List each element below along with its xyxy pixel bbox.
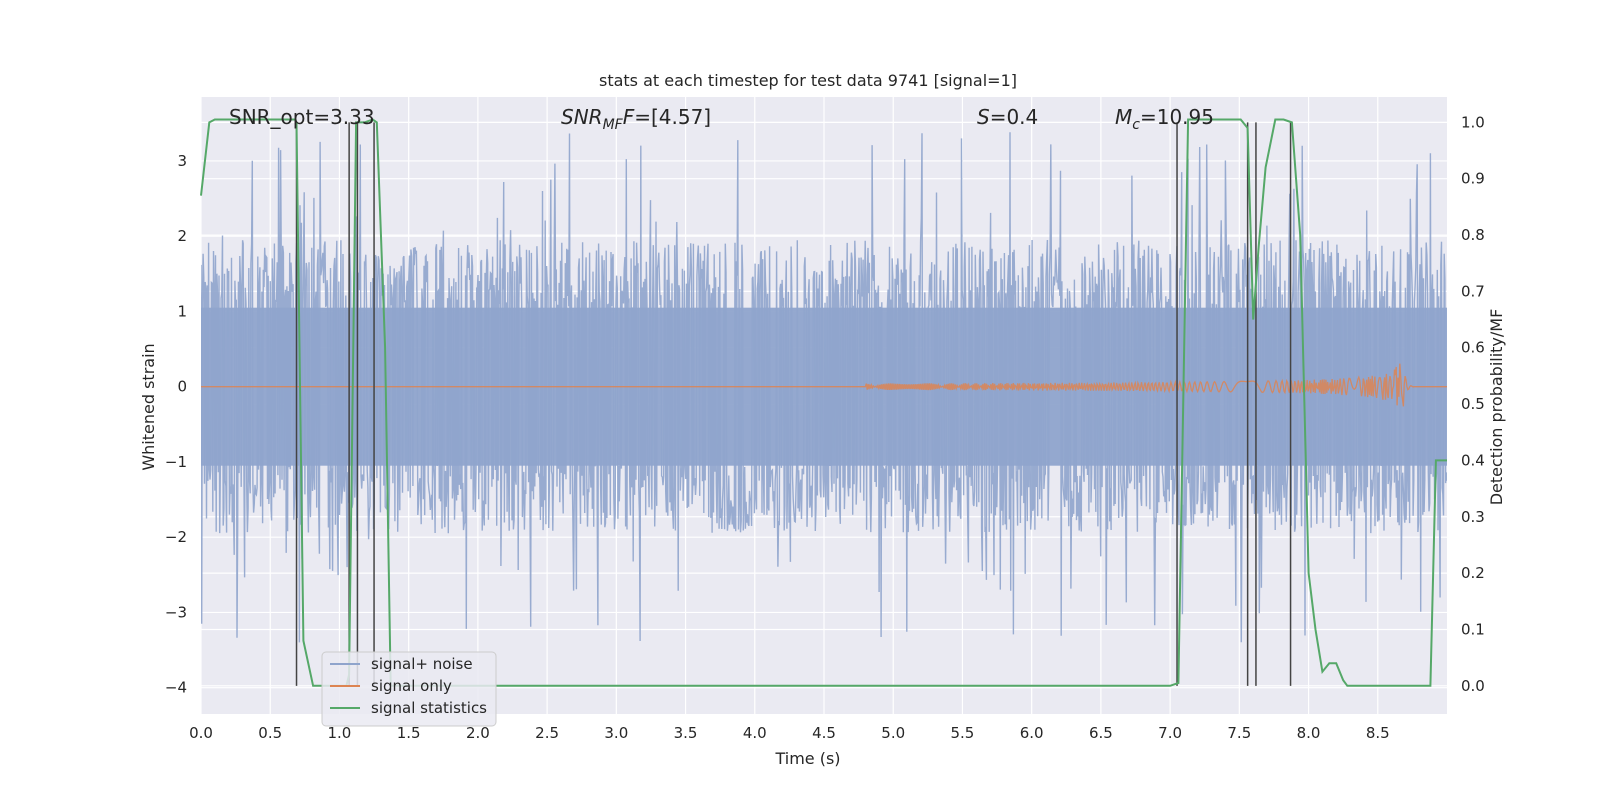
x-tick-label-15: 7.5 (1227, 724, 1251, 742)
y-left-tick-label-5: 1 (177, 302, 187, 320)
vertical-markers (295, 122, 1292, 686)
x-tick-label-16: 8.0 (1297, 724, 1321, 742)
x-axis-label: Time (s) (774, 749, 840, 768)
y-right-tick-label-7: 0.7 (1461, 282, 1485, 300)
y-right-tick-label-10: 1.0 (1461, 113, 1485, 131)
annotation-mc-sub: c (1132, 117, 1140, 133)
x-tick-label-4: 2.0 (466, 724, 490, 742)
annotation-mc-value: =10.95 (1140, 105, 1214, 129)
y-right-tick-label-2: 0.2 (1461, 564, 1485, 582)
y-left-tick-label-6: 2 (177, 227, 187, 245)
annotation-s: S=0.4 (977, 105, 1038, 129)
x-tick-label-14: 7.0 (1158, 724, 1182, 742)
annotation-s-value: =0.4 (990, 105, 1039, 129)
annotations: SNR_opt=3.33 SNRMFF=[4.57] S=0.4 Mc=10.9… (229, 105, 1214, 133)
annotation-snr-opt: SNR_opt=3.33 (229, 105, 375, 129)
series-signal-only (201, 363, 1447, 407)
y-right-tick-label-3: 0.3 (1461, 508, 1485, 526)
x-tick-label-7: 3.5 (674, 724, 698, 742)
y-left-tick-label-1: −3 (165, 603, 187, 621)
chart-title: stats at each timestep for test data 974… (599, 71, 1017, 90)
y-left-tick-label-0: −4 (165, 679, 187, 697)
x-tick-label-3: 1.5 (397, 724, 421, 742)
annotation-mc-main: M (1115, 105, 1132, 129)
plot-layer (201, 132, 1447, 643)
y-left-tick-label-3: −1 (165, 453, 187, 471)
annotation-snr-mf: SNRMFF=[4.57] (561, 105, 711, 133)
axes: 0.0 0.5 1.0 1.5 2.0 2.5 3.0 3.5 4.0 4.5 5.0 5.5 6.0 6… (165, 113, 1485, 742)
x-tick-label-0: 0.0 (189, 724, 213, 742)
legend-label-stats: signal statistics (371, 699, 487, 717)
x-tick-label-2: 1.0 (328, 724, 352, 742)
x-tick-label-12: 6.0 (1020, 724, 1044, 742)
y-left-tick-label-4: 0 (177, 378, 187, 396)
x-tick-label-17: 8.5 (1366, 724, 1390, 742)
x-tick-label-9: 4.5 (812, 724, 836, 742)
y-axis-label-right: Detection probability/MF (1487, 309, 1506, 506)
x-tick-label-6: 3.0 (604, 724, 628, 742)
y-right-tick-label-5: 0.5 (1461, 395, 1485, 413)
x-tick-label-8: 4.0 (743, 724, 767, 742)
series-signal-statistics (200, 118, 1447, 687)
y-right-tick-label-9: 0.9 (1461, 170, 1485, 188)
y-left-tick-label-7: 3 (177, 152, 187, 170)
x-tick-label-11: 5.5 (951, 724, 975, 742)
x-tick-label-10: 5.0 (881, 724, 905, 742)
x-tick-label-13: 6.5 (1089, 724, 1113, 742)
legend-label-signal: signal only (371, 677, 452, 695)
legend-label-noise: signal+ noise (371, 655, 473, 673)
annotation-snr-mf-sub: MF (603, 117, 624, 133)
legend-box (321, 651, 497, 727)
x-tick-label-1: 0.5 (258, 724, 282, 742)
legend: signal+ noise signal only signal statist… (321, 651, 497, 727)
y-right-tick-label-0: 0.0 (1461, 677, 1485, 695)
y-right-tick-label-6: 0.6 (1461, 339, 1485, 357)
y-right-tick-label-1: 0.1 (1461, 620, 1485, 638)
y-axis-label-left: Whitened strain (139, 343, 158, 470)
stats-layer (200, 118, 1447, 687)
annotation-snr-mf-value: =[4.57] (634, 105, 711, 129)
x-tick-label-5: 2.5 (535, 724, 559, 742)
y-left-tick-label-2: −2 (165, 528, 187, 546)
annotation-s-main: S (977, 105, 990, 129)
y-right-tick-label-4: 0.4 (1461, 451, 1485, 469)
y-right-tick-label-8: 0.8 (1461, 226, 1485, 244)
annotation-snr-mf-main: SNR (561, 105, 603, 129)
annotation-mc: Mc=10.95 (1115, 105, 1214, 133)
